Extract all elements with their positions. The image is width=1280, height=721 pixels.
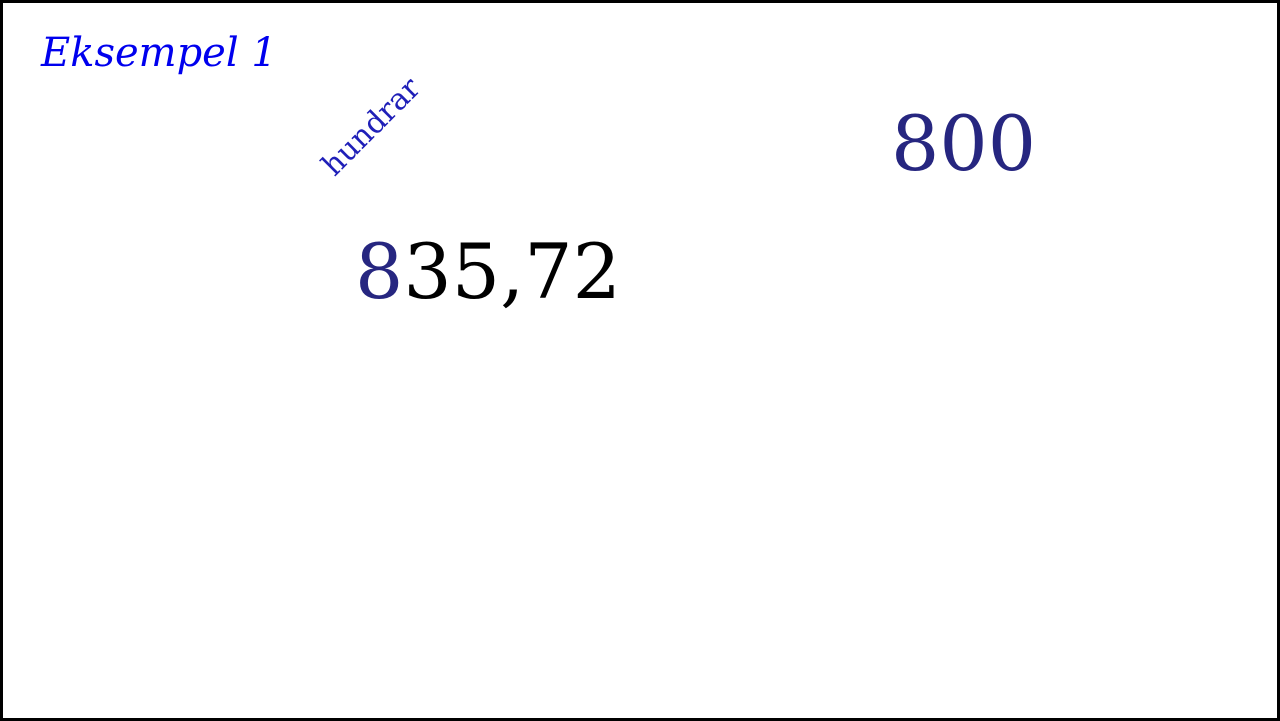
highlighted-digit: 8 (355, 227, 404, 316)
number-remainder: 35,72 (403, 227, 621, 316)
place-value-label: hundrar (315, 70, 428, 183)
example-number: 835,72 (355, 225, 621, 319)
place-value-result: 800 (891, 99, 1037, 188)
slide-title: Eksempel 1 (41, 30, 277, 76)
